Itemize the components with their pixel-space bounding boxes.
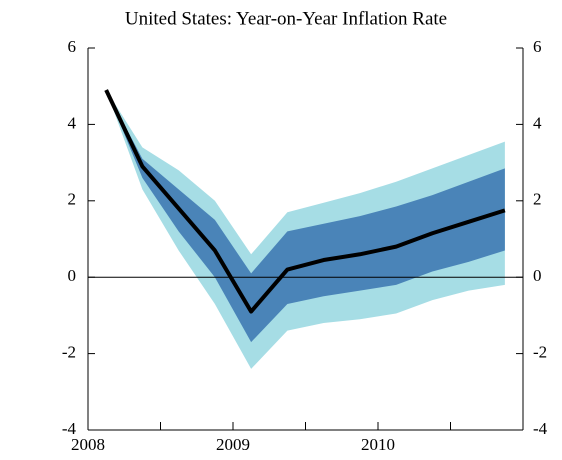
y-tick-label: 0 xyxy=(68,266,77,285)
y-tick-label: -4 xyxy=(62,419,77,438)
x-tick-label: 2008 xyxy=(71,435,105,454)
y-tick-label: -2 xyxy=(62,343,76,362)
chart-title: United States: Year-on-Year Inflation Ra… xyxy=(125,8,447,29)
y2-tick-label: 0 xyxy=(533,266,542,285)
fan-band xyxy=(106,90,505,343)
x-tick-label: 2010 xyxy=(361,435,395,454)
y2-tick-label: 6 xyxy=(533,37,542,56)
x-tick-label: 2009 xyxy=(216,435,250,454)
y2-tick-label: 4 xyxy=(533,113,542,132)
y2-tick-label: -2 xyxy=(533,343,547,362)
y-tick-label: 2 xyxy=(68,190,77,209)
y2-tick-label: -4 xyxy=(533,419,548,438)
central-line xyxy=(104,89,506,314)
y-tick-label: 4 xyxy=(68,113,77,132)
y-tick-label: 6 xyxy=(68,37,77,56)
y2-tick-label: 2 xyxy=(533,190,542,209)
